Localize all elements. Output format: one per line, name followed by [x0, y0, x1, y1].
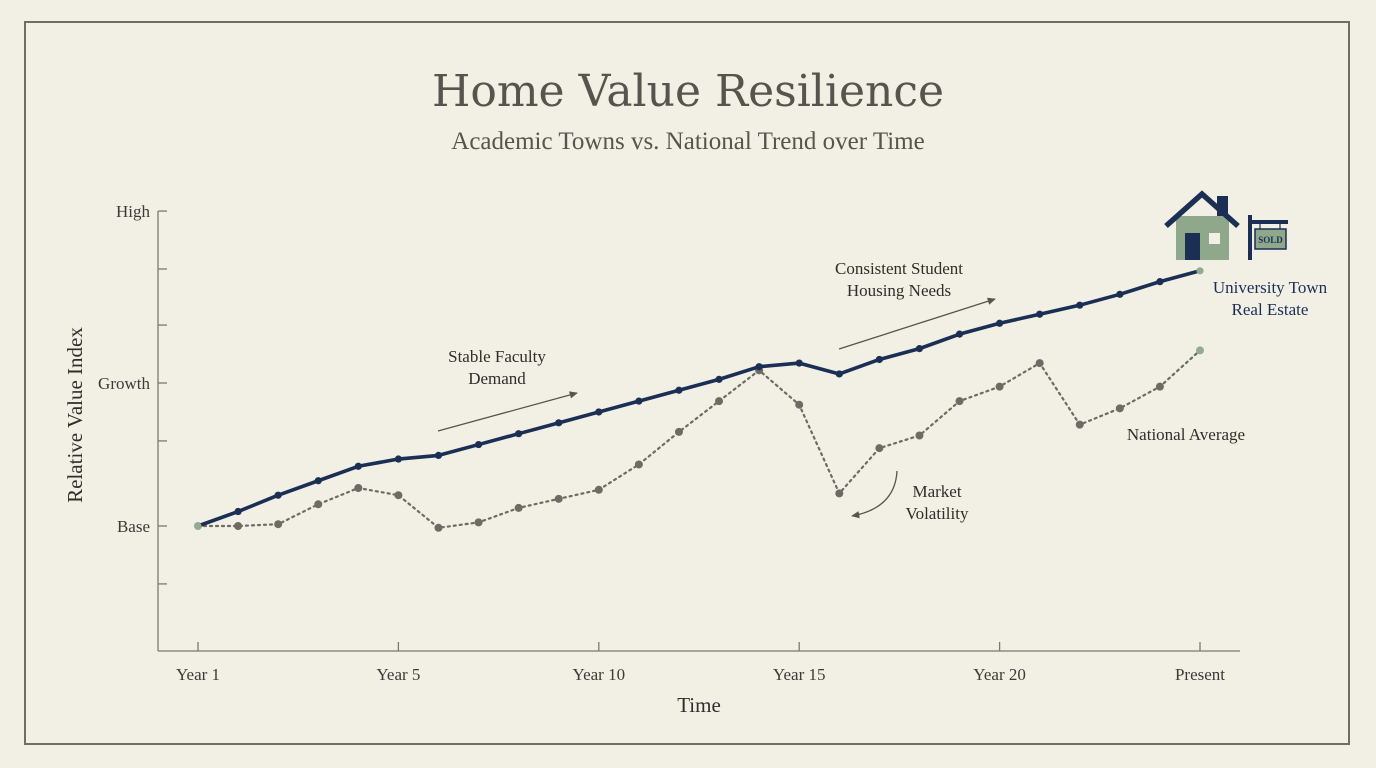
university-town-point — [595, 408, 603, 416]
y-tick-label: Growth — [98, 374, 150, 393]
national-average-point — [554, 494, 563, 503]
x-tick-label: Year 5 — [376, 665, 420, 684]
house-body — [1176, 216, 1229, 260]
university-town-point — [835, 370, 843, 378]
annotation-arrow-faculty — [437, 391, 578, 432]
axes: Base Growth High Year 1 Year 5 Year 10 Year 15… — [63, 202, 1240, 717]
national-average-point — [354, 483, 363, 492]
university-town-point — [996, 319, 1004, 327]
university-town-point — [675, 386, 683, 394]
university-town-point — [755, 363, 763, 371]
national-average-point — [715, 397, 724, 406]
university-town-point — [955, 330, 964, 338]
y-tick-label: Base — [117, 517, 150, 536]
national-average-point — [1155, 382, 1164, 391]
university-town-point — [915, 345, 924, 353]
university-town-point — [274, 491, 282, 499]
national-average-point — [1035, 359, 1044, 368]
university-town-point — [1156, 278, 1164, 286]
national-average-point — [1075, 420, 1084, 429]
house-chimney — [1217, 196, 1228, 216]
university-town-point — [635, 397, 643, 405]
national-average-point — [835, 489, 844, 498]
national-average-point — [514, 503, 523, 512]
house-window — [1209, 233, 1220, 244]
university-town-point — [795, 359, 803, 367]
university-town-point — [194, 522, 202, 530]
national-average-point — [274, 520, 283, 529]
university-town-point — [354, 462, 362, 470]
national-average-point — [995, 382, 1004, 391]
university-town-line — [196, 268, 1202, 528]
series-label-national-average: National Average — [1127, 425, 1245, 444]
chart-subtitle: Academic Towns vs. National Trend over T… — [451, 128, 925, 155]
national-average-point — [1115, 404, 1124, 413]
university-town-point — [1116, 290, 1124, 298]
sign-arm — [1248, 220, 1288, 224]
national-average-point — [875, 444, 884, 453]
annotation-stable-faculty-demand: Stable Faculty Demand — [448, 347, 546, 388]
national-average-point — [915, 431, 924, 440]
national-average-point — [634, 460, 643, 469]
annotation-consistent-student-housing: Consistent Student Housing Needs — [835, 259, 963, 300]
x-axis-label: Time — [677, 693, 721, 717]
national-average-point — [594, 485, 603, 494]
house-with-sold-sign-icon: SOLD — [1164, 190, 1288, 260]
sold-sign-board — [1254, 228, 1287, 250]
national-average-point — [795, 400, 804, 409]
x-tick-label: Year 10 — [573, 665, 626, 684]
y-tick-label: High — [116, 202, 151, 221]
national-average-point — [234, 522, 243, 530]
x-tick-label: Present — [1175, 665, 1225, 684]
national-average-point — [674, 427, 683, 436]
national-average-point — [1196, 346, 1204, 355]
national-average-point — [434, 523, 443, 532]
national-average-line — [196, 349, 1202, 529]
national-average-point — [474, 518, 483, 527]
university-town-point — [394, 455, 402, 463]
university-town-point — [1196, 267, 1204, 275]
university-town-point — [474, 440, 483, 449]
annotation-arrow-volatility — [851, 470, 898, 519]
chart-frame — [24, 21, 1350, 745]
x-tick-label: Year 20 — [973, 665, 1026, 684]
university-town-point — [875, 355, 883, 364]
annotation-market-volatility: Market Volatility — [906, 482, 969, 523]
university-town-point — [1036, 310, 1044, 318]
sold-sign-text: SOLD — [1258, 235, 1283, 245]
university-town-point — [434, 451, 443, 460]
x-tick-label: Year 15 — [773, 665, 826, 684]
house-door — [1185, 233, 1200, 260]
x-tick-label: Year 1 — [176, 665, 220, 684]
y-axis-label: Relative Value Index — [63, 327, 87, 503]
series-layer: University Town Real Estate National Avera… — [194, 267, 1328, 532]
university-town-point — [234, 507, 242, 516]
university-town-point — [715, 375, 723, 383]
university-town-point — [515, 430, 523, 438]
annotation-arrow-student — [838, 297, 996, 350]
university-town-point — [314, 477, 322, 485]
sign-post — [1248, 215, 1252, 260]
annotations: Stable Faculty Demand Consistent Student Ho… — [437, 259, 996, 523]
national-average-point — [314, 500, 323, 509]
university-town-point — [1076, 301, 1084, 309]
national-average-point — [394, 491, 403, 500]
series-label-university-town: University Town Real Estate — [1213, 278, 1328, 319]
university-town-point — [555, 419, 563, 427]
house-roof — [1164, 190, 1240, 229]
chart-title: Home Value Resilience — [431, 66, 945, 117]
national-average-point — [955, 397, 964, 406]
